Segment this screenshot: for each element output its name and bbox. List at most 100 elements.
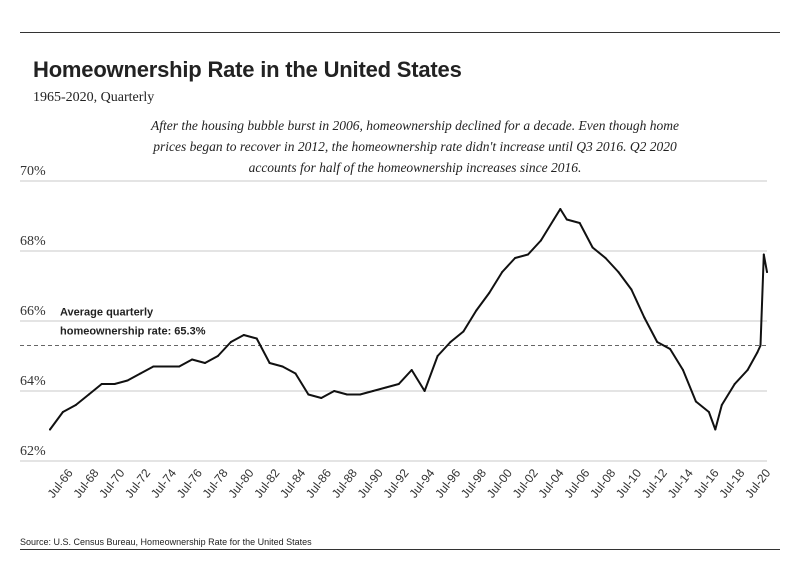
x-tick-label: Jul-88 <box>329 466 360 501</box>
data-point <box>294 372 297 375</box>
y-tick-label: 70% <box>20 164 46 179</box>
data-point <box>762 253 765 256</box>
data-point <box>61 411 64 413</box>
data-point <box>707 411 710 413</box>
x-tick-label: Jul-78 <box>200 466 231 501</box>
x-tick-label: Jul-98 <box>458 466 489 501</box>
top-rule <box>20 32 780 33</box>
data-point <box>559 208 562 210</box>
data-point <box>74 404 77 406</box>
x-tick-label: Jul-96 <box>432 466 463 501</box>
data-point <box>766 271 768 273</box>
data-point <box>488 292 491 294</box>
x-tick-label: Jul-82 <box>251 466 282 501</box>
data-point <box>204 362 206 364</box>
chart-subtitle: 1965-2020, Quarterly <box>33 90 155 105</box>
data-point <box>514 257 517 259</box>
data-point <box>372 390 374 392</box>
data-point <box>139 372 142 375</box>
data-point <box>539 239 542 242</box>
x-tick-label: Jul-18 <box>716 466 747 501</box>
data-point <box>113 383 116 385</box>
data-point <box>307 393 310 396</box>
data-point <box>527 253 529 256</box>
y-tick-label: 64% <box>20 374 46 389</box>
data-point <box>126 379 129 382</box>
data-point <box>165 365 168 368</box>
data-point <box>756 351 759 354</box>
data-point <box>720 404 723 406</box>
average-label-line1: Average quarterly <box>60 307 154 319</box>
data-point <box>462 330 465 333</box>
x-tick-label: Jul-00 <box>484 466 515 501</box>
data-point <box>501 271 504 273</box>
x-tick-label: Jul-02 <box>510 466 541 501</box>
data-point <box>423 390 426 392</box>
x-tick-label: Jul-16 <box>691 466 722 501</box>
data-point <box>333 390 336 392</box>
data-point <box>643 316 646 319</box>
data-point <box>359 393 362 396</box>
data-point <box>410 369 413 371</box>
data-point <box>49 428 51 431</box>
data-point <box>255 337 258 340</box>
x-tick-label: Jul-72 <box>122 466 153 501</box>
data-point <box>216 355 219 357</box>
x-tick-label: Jul-10 <box>613 466 644 501</box>
x-tick-label: Jul-14 <box>665 466 696 501</box>
x-tick-label: Jul-76 <box>174 466 205 501</box>
x-tick-label: Jul-70 <box>96 466 127 501</box>
y-tick-label: 66% <box>20 304 46 319</box>
y-tick-label: 62% <box>20 444 46 459</box>
data-point <box>229 341 232 343</box>
y-tick-label: 68% <box>20 234 46 249</box>
data-point <box>152 365 155 368</box>
data-point <box>242 334 245 336</box>
series-line <box>49 208 768 431</box>
data-point <box>591 246 594 249</box>
data-point <box>617 271 620 273</box>
data-point <box>87 393 90 396</box>
chart-annotation: After the housing bubble burst in 2006, … <box>151 118 679 175</box>
data-point <box>669 348 672 350</box>
data-point <box>281 365 284 368</box>
data-point <box>694 400 697 403</box>
data-point <box>320 397 323 399</box>
bottom-rule <box>20 549 780 550</box>
data-point <box>604 257 607 259</box>
data-point <box>384 386 387 389</box>
x-tick-label: Jul-80 <box>225 466 256 501</box>
average-label-line2: homeownership rate: 65.3% <box>60 326 206 338</box>
data-point <box>346 393 349 396</box>
x-tick-label: Jul-74 <box>148 466 179 501</box>
data-point <box>475 309 478 312</box>
data-point <box>100 383 103 385</box>
data-point <box>565 218 568 221</box>
data-point <box>656 341 659 343</box>
data-point <box>436 355 439 357</box>
x-tick-label: Jul-04 <box>536 466 567 501</box>
data-point <box>682 369 684 371</box>
x-tick-label: Jul-12 <box>639 466 670 501</box>
data-point <box>759 344 762 347</box>
x-tick-label: Jul-66 <box>45 466 76 501</box>
source-note: Source: U.S. Census Bureau, Homeownershi… <box>20 537 312 547</box>
x-tick-label: Jul-94 <box>406 466 437 501</box>
data-point <box>578 222 581 224</box>
x-tick-label: Jul-06 <box>561 466 592 501</box>
data-point <box>746 369 749 371</box>
x-tick-label: Jul-68 <box>70 466 101 501</box>
data-point <box>630 288 633 291</box>
x-tick-label: Jul-08 <box>587 466 618 501</box>
data-point <box>178 365 181 368</box>
chart-title: Homeownership Rate in the United States <box>33 57 462 82</box>
data-point <box>397 383 400 385</box>
data-point <box>191 358 194 361</box>
data-point <box>714 428 717 431</box>
x-tick-label: Jul-20 <box>742 466 773 501</box>
data-point <box>449 341 452 343</box>
data-point <box>552 218 555 221</box>
x-tick-label: Jul-84 <box>277 466 308 501</box>
x-tick-label: Jul-92 <box>380 466 411 501</box>
